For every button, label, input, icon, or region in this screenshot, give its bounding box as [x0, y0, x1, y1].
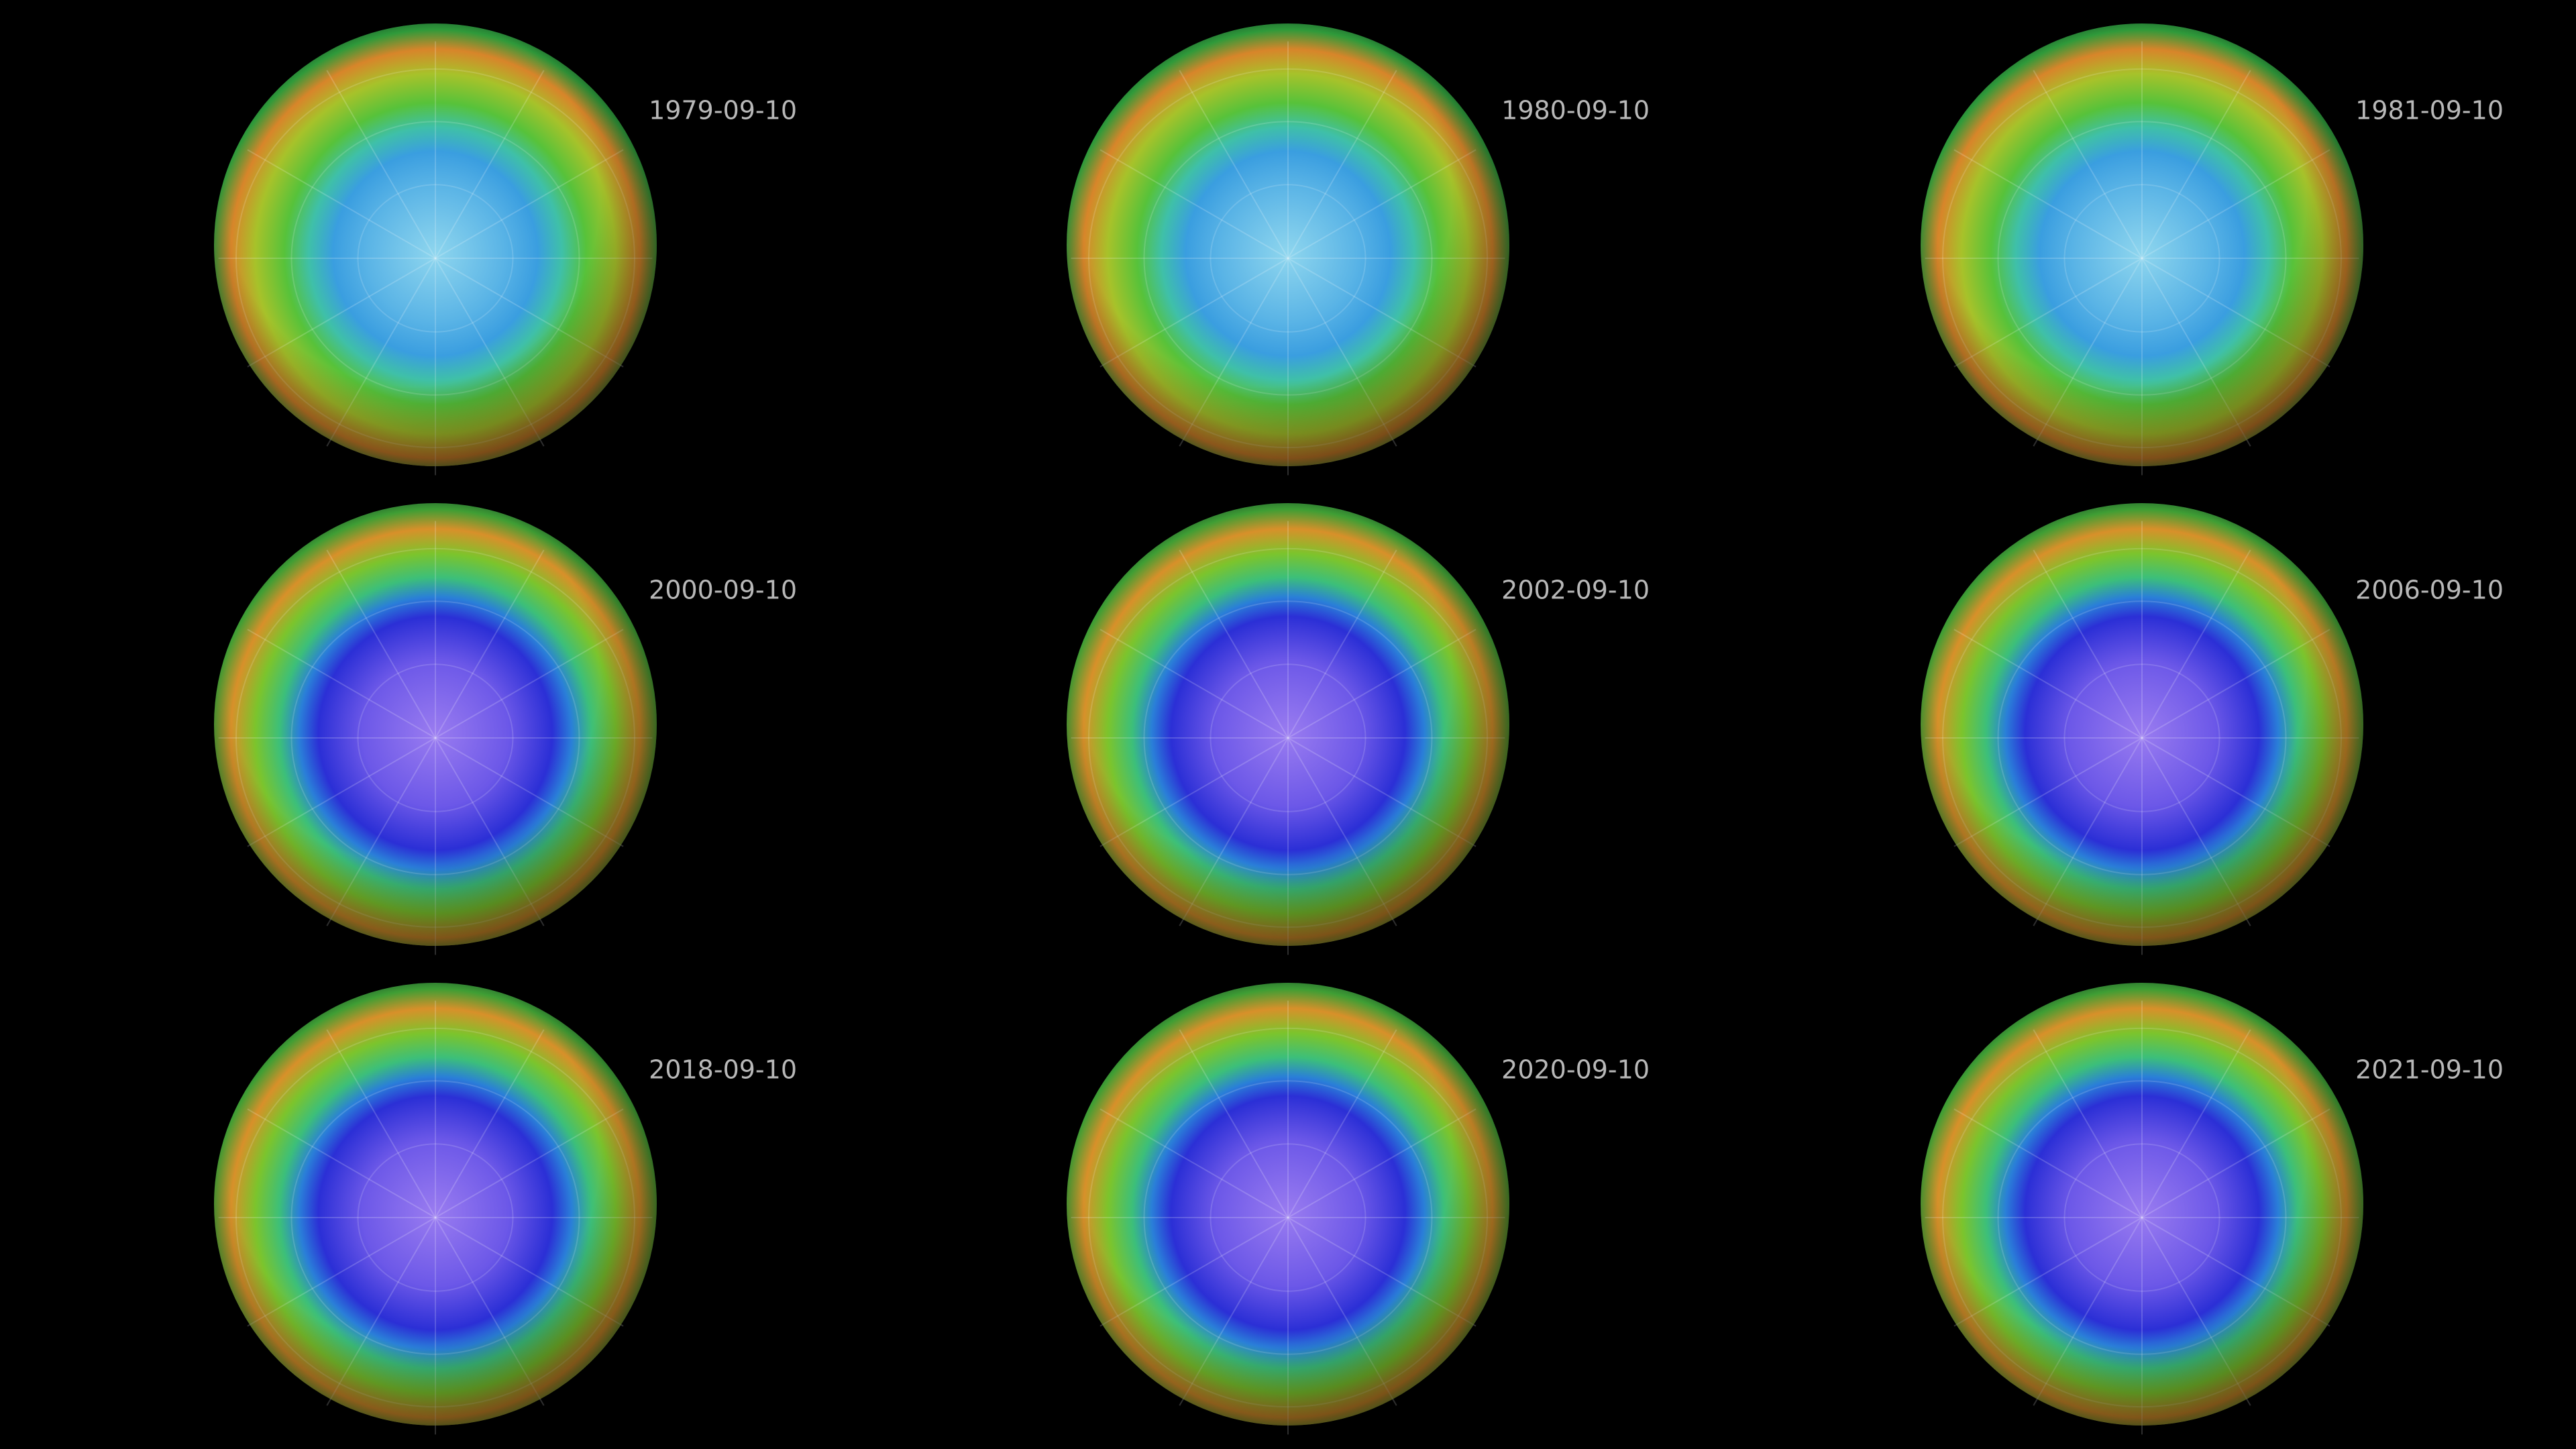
globe-shade: [1067, 23, 1509, 466]
globe-shade: [214, 503, 657, 946]
date-label: 2018-09-10: [649, 1055, 797, 1085]
globe-panel: 1981-09-10: [1921, 23, 2504, 476]
globe-shade: [1921, 983, 2363, 1426]
date-label: 2000-09-10: [649, 576, 797, 605]
globe-panel: 2002-09-10: [1067, 503, 1650, 955]
globe-panel: 2020-09-10: [1067, 983, 1650, 1435]
date-label: 2002-09-10: [1501, 576, 1650, 605]
globe-panel: 2018-09-10: [214, 983, 797, 1435]
date-label: 2021-09-10: [2355, 1055, 2504, 1085]
globe-shade: [1067, 503, 1509, 946]
date-label: 1981-09-10: [2355, 96, 2504, 125]
globe-shade: [214, 983, 657, 1426]
globe-shade: [214, 23, 657, 466]
globe-panel: 2006-09-10: [1921, 503, 2504, 955]
date-label: 2020-09-10: [1501, 1055, 1650, 1085]
globe-panel: 1980-09-10: [1067, 23, 1650, 476]
globe-shade: [1067, 983, 1509, 1426]
globe-shade: [1921, 23, 2363, 466]
globe-panel: 1979-09-10: [214, 23, 797, 476]
globe-panel: 2000-09-10: [214, 503, 797, 955]
date-label: 1979-09-10: [649, 96, 797, 125]
globe-shade: [1921, 503, 2363, 946]
date-label: 2006-09-10: [2355, 576, 2504, 605]
globe-panel: 2021-09-10: [1921, 983, 2504, 1435]
date-label: 1980-09-10: [1501, 96, 1650, 125]
